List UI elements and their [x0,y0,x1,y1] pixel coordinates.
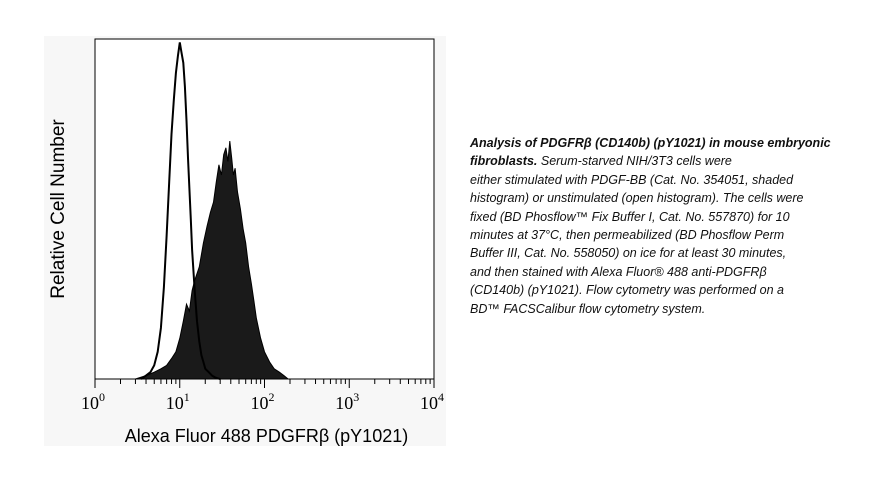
caption-line: either stimulated with PDGF-BB (Cat. No.… [470,172,794,187]
x-tick-base: 10 [251,393,269,413]
x-tick-base: 10 [166,393,184,413]
x-tick-exponent: 2 [269,390,275,404]
caption-line: (CD140b) (pY1021). Flow cytometry was pe… [470,283,785,298]
caption-line: Serum-starved NIH/3T3 cells were [540,154,732,169]
histogram-chart: 100 101 102 103 104 Relative Cell Number Ale… [48,38,444,446]
caption-line: fixed (BD Phosflow™ Fix Buffer I, Cat. N… [470,209,790,224]
x-tick-exponent: 4 [438,390,444,404]
x-axis-label: Alexa Fluor 488 PDGFRβ (pY1021) [125,426,408,446]
x-tick-base: 10 [335,393,353,413]
x-tick-label: 103 [335,390,359,413]
x-tick-label: 101 [166,390,190,413]
y-axis-label: Relative Cell Number [48,119,69,299]
x-tick-label: 100 [81,390,105,413]
shaded-histogram-stimulated [135,140,290,380]
x-tick-exponent: 0 [99,390,105,404]
x-tick-base: 10 [81,393,99,413]
caption-line: Buffer III, Cat. No. 558050) on ice for … [470,246,787,261]
caption-line: and then stained with Alexa Fluor® 488 a… [470,264,767,279]
caption-body: Serum-starved NIH/3T3 cells were either s… [470,154,803,315]
caption-title: Analysis of PDGFRβ (CD140b) (pY1021) in … [470,136,831,169]
x-tick-label: 102 [251,390,275,413]
caption-line: BD™ FACSCalibur flow cytometry system. [470,301,706,316]
plot-background [95,39,434,379]
open-histogram-unstimulated [140,42,221,380]
x-tick-exponent: 3 [353,390,359,404]
x-tick-base: 10 [420,393,438,413]
caption-line: minutes at 37°C, then permeabilized (BD … [470,228,785,243]
caption-line: histogram) or unstimulated (open histogr… [470,191,804,206]
figure-caption: Analysis of PDGFRβ (CD140b) (pY1021) in … [470,134,862,318]
x-tick-exponent: 1 [184,390,190,404]
x-tick-label: 104 [420,390,444,413]
